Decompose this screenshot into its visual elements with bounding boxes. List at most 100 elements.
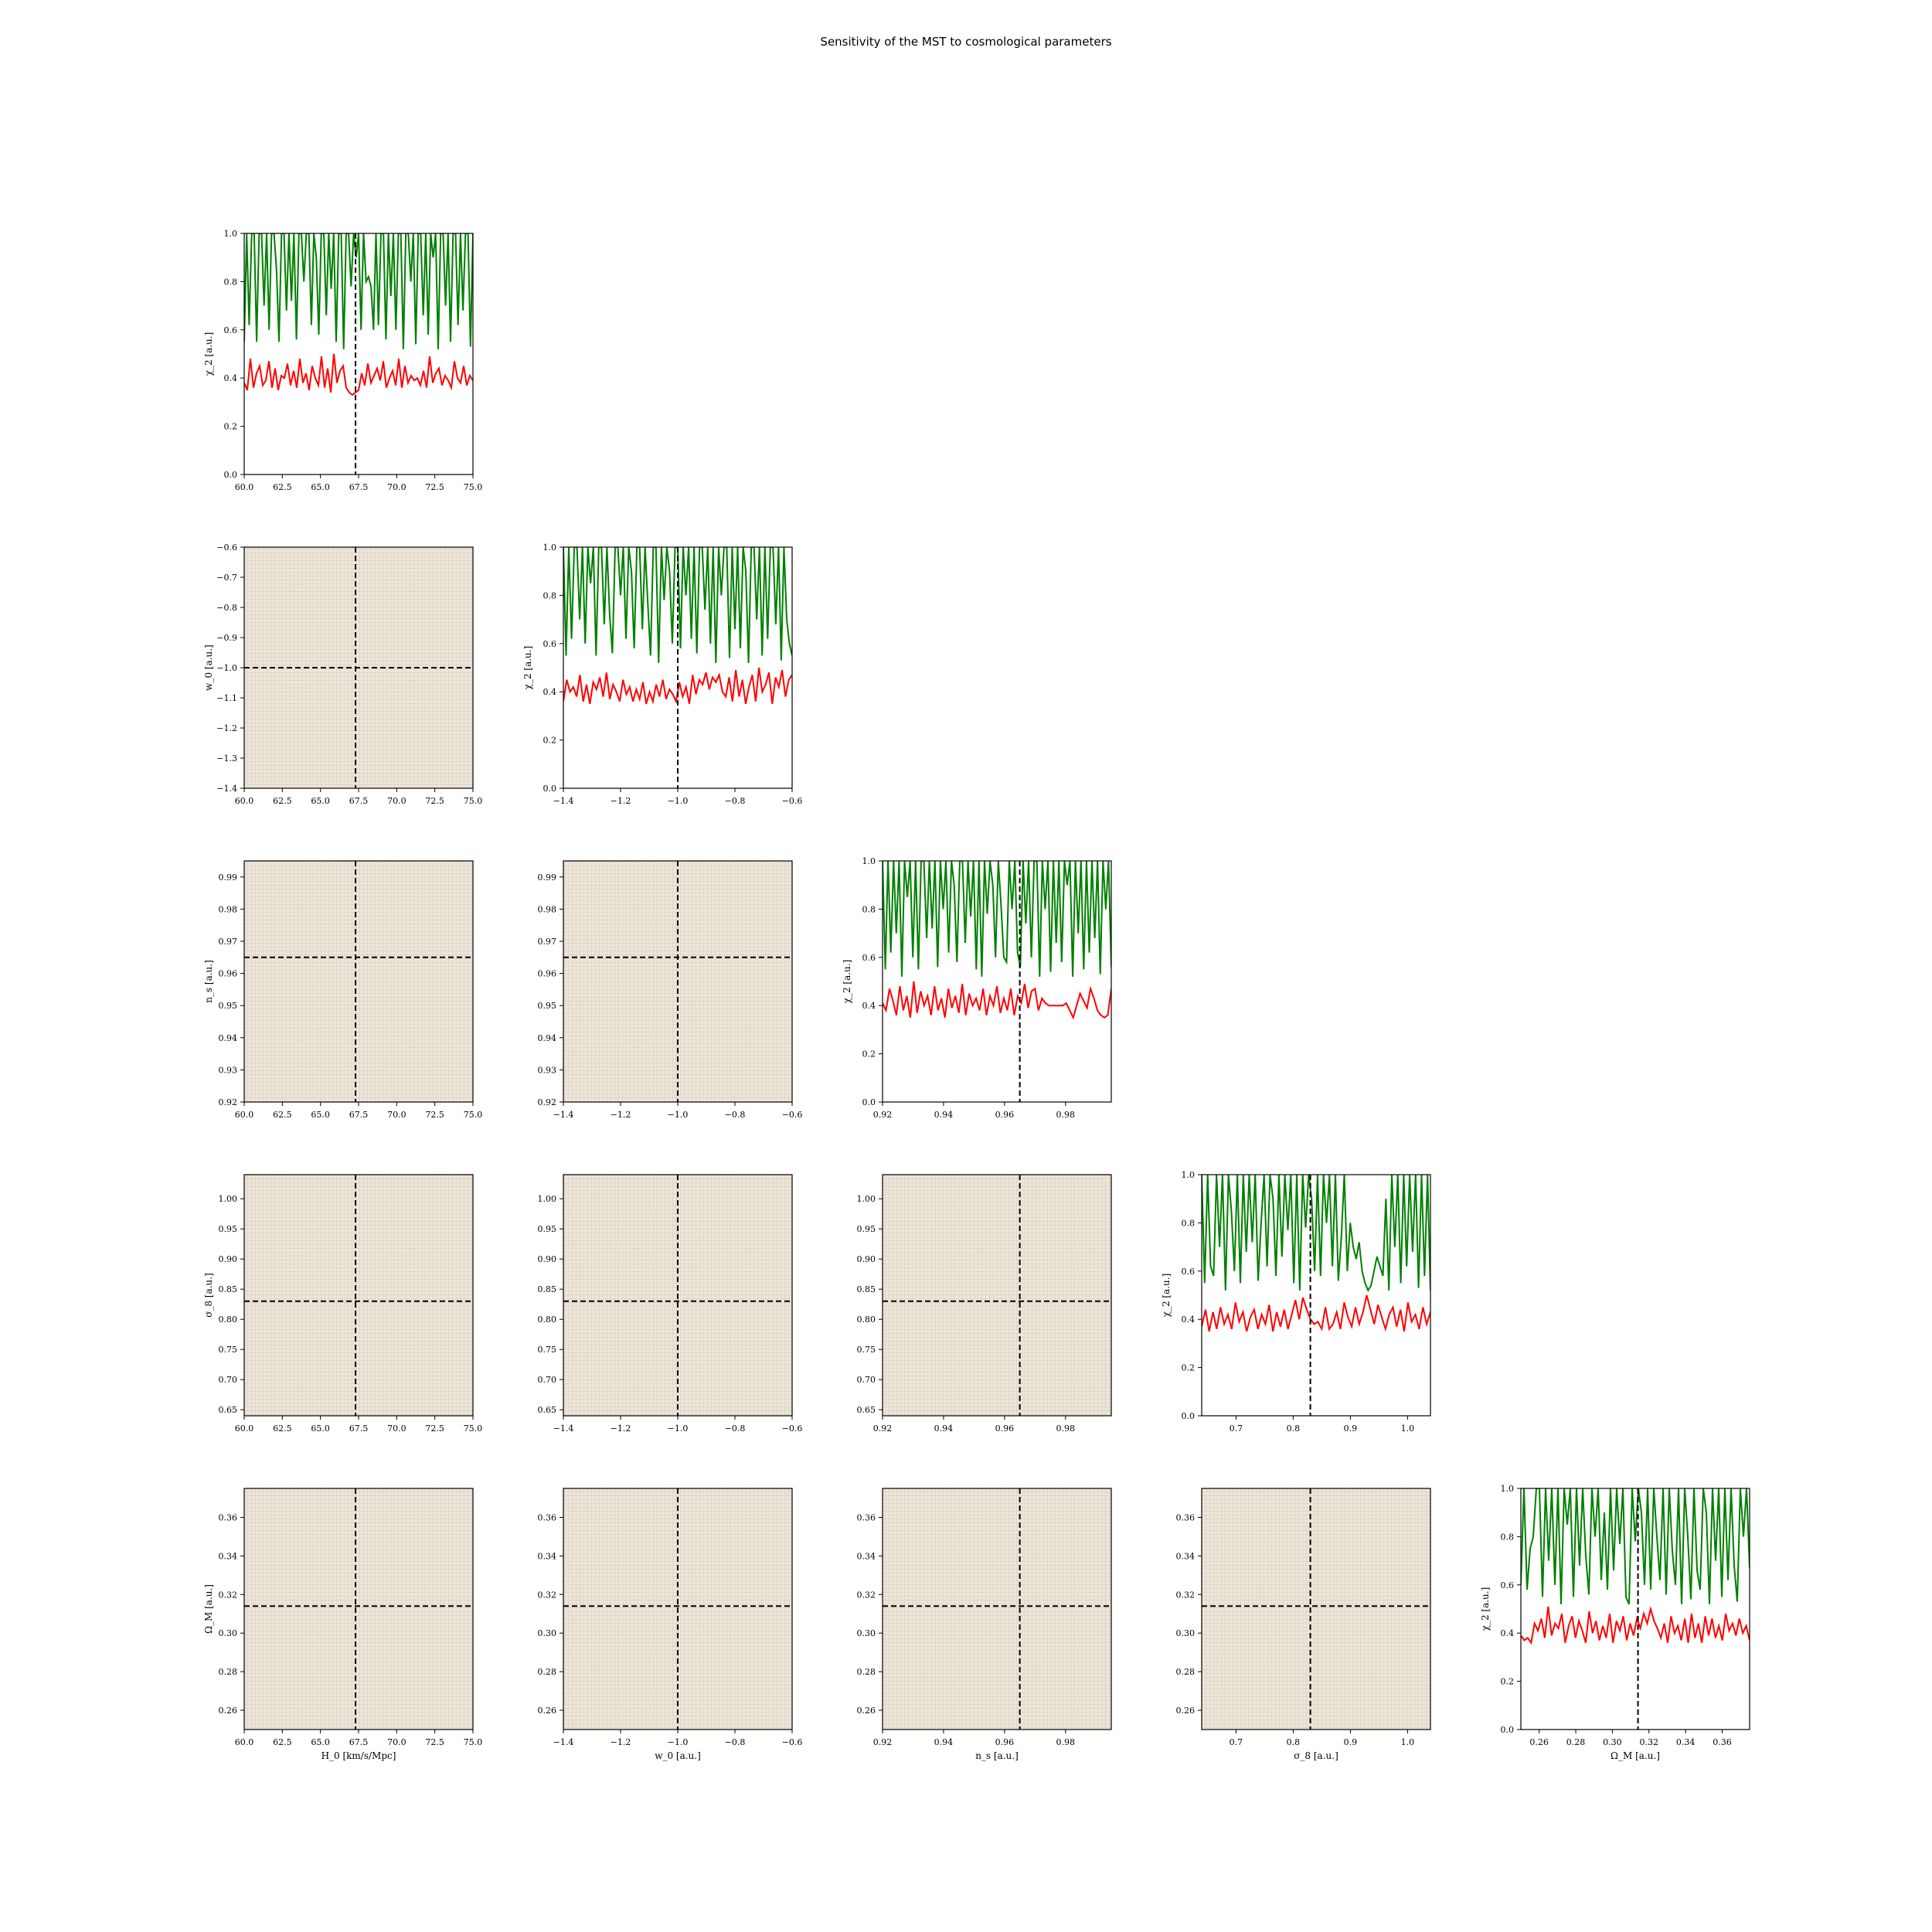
series-line-green <box>883 861 1111 977</box>
x-tick-label: −1.4 <box>553 796 574 806</box>
x-axis-label: n_s [a.u.] <box>975 1750 1019 1761</box>
y-axis-label: w_0 [a.u.] <box>203 645 214 691</box>
x-tick-label: 0.98 <box>1056 1423 1076 1434</box>
y-tick-label: 0.36 <box>857 1512 876 1522</box>
x-tick-label: 0.94 <box>934 1737 954 1747</box>
y-tick-label: 1.0 <box>224 229 238 239</box>
y-tick-label: 0.8 <box>1501 1532 1515 1542</box>
y-tick-label: 0.92 <box>219 1097 238 1107</box>
series-line-red <box>883 981 1111 1020</box>
y-tick-label: 0.2 <box>1182 1363 1196 1373</box>
series-line-green <box>1202 1175 1430 1293</box>
y-axis-label: Ω_M [a.u.] <box>203 1584 214 1634</box>
panel-frame <box>1201 1174 1431 1417</box>
x-tick-label: 67.5 <box>349 482 369 492</box>
x-tick-label: 0.98 <box>1056 1110 1076 1120</box>
panel-w0-sigma8: −1.4 −1.2 −1.0 −0.8 −0.6 1.00 0.95 0.90 0.85 0.80… <box>538 1174 803 1434</box>
y-tick-label: 0.70 <box>538 1375 557 1385</box>
x-axis-label: σ_8 [a.u.] <box>1294 1750 1338 1761</box>
x-tick-label: −0.6 <box>782 1110 803 1120</box>
x-tick-label: −0.8 <box>725 1423 746 1434</box>
x-tick-label: −1.4 <box>553 1423 574 1434</box>
x-tick-label: 0.96 <box>995 1423 1015 1434</box>
y-tick-label: 1.0 <box>862 856 876 866</box>
x-tick-label: 0.28 <box>1566 1737 1586 1747</box>
y-axis-label: χ_2 [a.u.] <box>203 332 214 376</box>
y-axis-label: n_s [a.u.] <box>203 960 214 1003</box>
y-tick-label: 0.70 <box>857 1375 876 1385</box>
x-axis-label: H_0 [km/s/Mpc] <box>321 1750 396 1761</box>
y-tick-label: 0.6 <box>1182 1267 1196 1277</box>
y-tick-label: 0.0 <box>543 784 557 794</box>
y-tick-label: 0.95 <box>538 1001 557 1011</box>
x-axis-label: Ω_M [a.u.] <box>1611 1750 1660 1761</box>
y-tick-label: 1.0 <box>543 543 557 553</box>
y-tick-label: 0.34 <box>538 1551 557 1561</box>
y-tick-label: 0.26 <box>1176 1706 1196 1716</box>
y-tick-label: 0.90 <box>219 1254 238 1264</box>
y-tick-label: 0.80 <box>219 1315 238 1325</box>
y-tick-label: 0.95 <box>219 1224 238 1234</box>
y-tick-label: 0.6 <box>1501 1580 1515 1590</box>
x-tick-label: −1.2 <box>611 1737 631 1747</box>
x-tick-label: 62.5 <box>273 1110 292 1120</box>
y-tick-label: 0.98 <box>219 904 238 914</box>
y-tick-label: 0.4 <box>543 687 557 697</box>
y-tick-label: 0.8 <box>1182 1218 1196 1228</box>
panel-w0-OmegaM: −1.4 −1.2 −1.0 −0.8 −0.6 w_0 [a.u.] 0.36 0.34 0.… <box>538 1488 802 1761</box>
y-tick-label: 0.94 <box>538 1033 557 1043</box>
y-tick-label: 0.85 <box>857 1284 876 1294</box>
y-tick-label: 0.99 <box>219 872 238 883</box>
x-tick-label: 72.5 <box>425 1737 444 1747</box>
y-tick-label: 0.34 <box>219 1551 238 1561</box>
x-tick-label: −0.6 <box>782 1423 803 1434</box>
x-tick-label: 67.5 <box>349 1110 369 1120</box>
y-tick-label: 0.75 <box>219 1345 238 1355</box>
panel-H0-w0: 60.0 62.5 65.0 67.5 70.0 72.5 75.0 −0.6 −0.7 −0.8… <box>203 543 482 806</box>
y-tick-label: −0.7 <box>216 573 237 583</box>
x-tick-label: 72.5 <box>425 1110 444 1120</box>
y-tick-label: 0.93 <box>219 1065 238 1075</box>
y-tick-label: 0.2 <box>543 736 557 746</box>
x-tick-label: 0.92 <box>873 1110 893 1120</box>
panel-ns-sigma8: 0.92 0.94 0.96 0.98 1.00 0.95 0.90 0.85 0.80 0.75… <box>857 1174 1112 1434</box>
y-tick-label: −1.3 <box>216 753 237 764</box>
y-axis-label: σ_8 [a.u.] <box>203 1273 214 1318</box>
x-tick-label: 70.0 <box>387 796 406 806</box>
diag-panel-H0: 0.0 0.2 0.4 0.6 0.8 1.0 χ_2 [a.u.] 60.0 62.5 65.0… <box>203 229 482 492</box>
y-tick-label: 0.6 <box>543 639 557 649</box>
panel-frame <box>1520 1488 1750 1730</box>
x-tick-label: 60.0 <box>235 796 254 806</box>
y-tick-label: 0.28 <box>1176 1667 1196 1677</box>
x-axis-label: w_0 [a.u.] <box>655 1750 701 1761</box>
y-tick-label: 0.80 <box>538 1315 557 1325</box>
x-tick-label: 62.5 <box>273 796 292 806</box>
y-tick-label: 0.32 <box>1176 1590 1196 1600</box>
panel-H0-sigma8: 60.0 62.5 65.0 67.5 70.0 72.5 75.0 1.00 0.95 0.90… <box>203 1174 482 1434</box>
x-tick-label: 67.5 <box>349 1423 369 1434</box>
x-tick-label: 65.0 <box>311 796 330 806</box>
y-axis-label: χ_2 [a.u.] <box>842 960 852 1004</box>
y-tick-label: 0.26 <box>219 1706 238 1716</box>
y-tick-label: 0.92 <box>538 1097 557 1107</box>
panel-sigma8-OmegaM: 0.7 0.8 0.9 1.0 σ_8 [a.u.] 0.36 0.34 0.32 0.30 0.… <box>1176 1488 1431 1761</box>
x-tick-label: −0.8 <box>725 1110 746 1120</box>
y-tick-label: 0.96 <box>538 969 557 979</box>
y-tick-label: 0.36 <box>538 1512 557 1522</box>
x-tick-label: 75.0 <box>464 482 483 492</box>
series-line-green <box>1521 1488 1750 1605</box>
y-tick-label: 0.0 <box>224 470 238 480</box>
x-tick-label: 0.94 <box>934 1423 954 1434</box>
x-tick-label: 65.0 <box>311 1110 330 1120</box>
y-tick-label: 0.96 <box>219 969 238 979</box>
y-tick-label: 1.00 <box>538 1194 557 1204</box>
y-tick-label: 0.90 <box>857 1254 876 1264</box>
x-tick-label: 60.0 <box>235 1423 254 1434</box>
y-tick-label: 0.85 <box>538 1284 557 1294</box>
y-tick-label: 0.80 <box>857 1315 876 1325</box>
y-tick-label: −0.9 <box>216 633 237 643</box>
x-tick-label: 62.5 <box>273 482 292 492</box>
x-tick-label: 1.0 <box>1401 1423 1415 1434</box>
sample-grid <box>883 1488 1111 1730</box>
x-tick-label: 67.5 <box>349 796 369 806</box>
